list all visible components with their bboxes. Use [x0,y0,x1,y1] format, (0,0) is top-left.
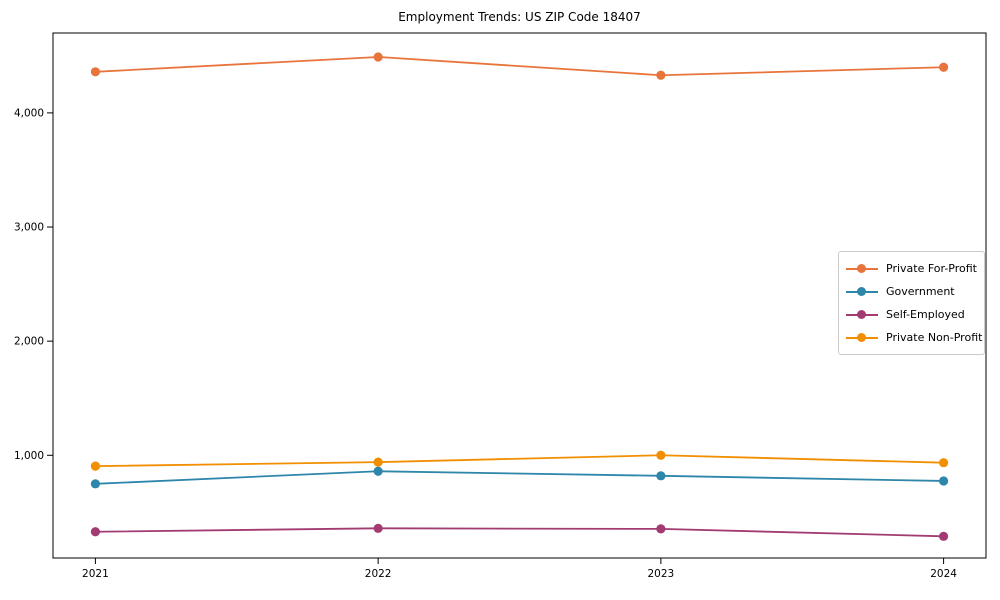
y-tick-label: 3,000 [14,222,44,234]
data-point-marker [373,457,383,467]
series-line-private-non-profit [95,454,944,468]
legend-swatch [846,308,878,322]
legend-marker-dot [857,287,866,296]
legend-marker-dot [857,333,866,342]
legend-swatch [846,331,878,345]
legend-marker-dot [857,310,866,319]
legend-label: Private Non-Profit [886,331,983,344]
data-point-marker [938,458,949,468]
data-point-marker [90,479,101,489]
data-point-marker [373,523,383,533]
plot-frame [52,32,987,559]
data-point-marker [656,471,666,481]
legend-swatch [846,285,878,299]
series-line-private-for-profit [95,56,944,77]
x-tick-label: 2024 [930,568,957,580]
legend: Private For-Profit Government Self-Employe… [838,251,985,355]
data-point-marker [656,450,666,460]
data-point-marker [938,62,949,72]
data-point-marker [656,524,666,534]
legend-label: Government [886,285,955,298]
legend-marker-dot [857,264,866,273]
data-point-marker [90,527,101,537]
legend-swatch [846,262,878,276]
data-point-marker [938,476,949,486]
chart-title: Employment Trends: US ZIP Code 18407 [398,10,641,24]
legend-label: Private For-Profit [886,262,977,275]
series-line-self-employed [95,527,944,538]
x-tick-label: 2023 [647,568,674,580]
x-tick-label: 2022 [365,568,392,580]
series-line-government [95,470,944,485]
legend-item-private-non-profit: Private Non-Profit [846,326,982,349]
y-tick-label: 2,000 [14,336,44,348]
data-point-marker [90,67,101,77]
data-point-marker [373,466,383,476]
data-point-marker [656,70,666,80]
data-point-marker [90,461,101,471]
y-tick-label: 4,000 [14,107,44,119]
data-point-marker [373,52,383,62]
y-tick-label: 1,000 [14,450,44,462]
legend-item-self-employed: Self-Employed [846,303,978,326]
legend-item-government: Government [846,280,978,303]
legend-item-private-for-profit: Private For-Profit [846,257,978,280]
x-tick-label: 2021 [82,568,109,580]
legend-label: Self-Employed [886,308,965,321]
data-point-marker [938,531,949,541]
